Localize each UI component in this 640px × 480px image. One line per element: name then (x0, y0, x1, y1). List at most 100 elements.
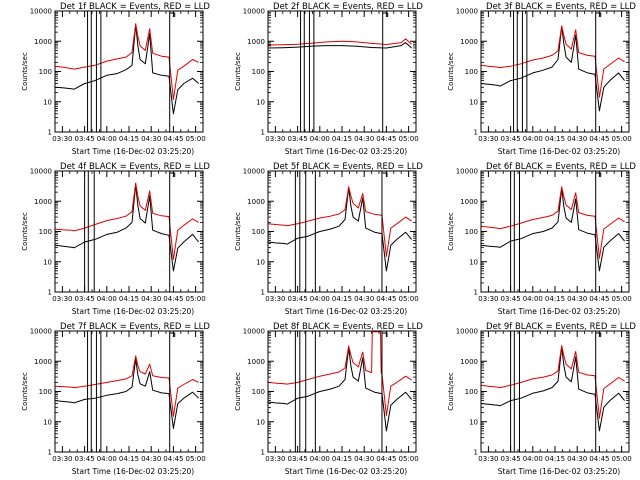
detector-panel: Det 9f BLACK = Events, RED = LLD Counts/s… (426, 320, 638, 478)
y-tick-label: 10 (43, 418, 52, 426)
x-tick-label: 04:00 (97, 135, 117, 143)
y-axis-label: Counts/sec (447, 52, 455, 91)
x-tick-label: 04:30 (354, 295, 374, 303)
y-tick-label: 10000 (30, 168, 52, 176)
y-tick-label: 100 (252, 68, 265, 76)
plot-frame (54, 170, 204, 293)
bracket-mark (169, 12, 176, 17)
y-tick-label: 100 (465, 68, 478, 76)
x-tick-label: 05:00 (612, 295, 632, 303)
y-tick-label: 1000 (34, 38, 52, 46)
panel-title: Det 5f BLACK = Events, RED = LLD (273, 162, 423, 172)
y-tick-label: 1 (474, 289, 478, 297)
x-tick-label: 04:15 (545, 135, 565, 143)
plot-frame (267, 330, 417, 453)
x-tick-label: 03:30 (52, 455, 72, 463)
y-tick-label: 1 (48, 129, 52, 137)
y-tick-label: 1 (261, 289, 265, 297)
detector-panel: Det 7f BLACK = Events, RED = LLD Counts/s… (0, 320, 212, 478)
detector-panel: Det 5f BLACK = Events, RED = LLD Counts/s… (213, 160, 425, 318)
y-tick-label: 1 (48, 449, 52, 457)
y-tick-label: 100 (252, 388, 265, 396)
y-tick-label: 10 (469, 98, 478, 106)
y-axis-label: Counts/sec (21, 52, 29, 91)
x-axis-label: Start Time (16-Dec-02 03:25:20) (72, 467, 194, 476)
y-tick-label: 1 (261, 129, 265, 137)
panel-plot: Det 6f BLACK = Events, RED = LLD Counts/s… (447, 162, 636, 316)
y-tick-label: 10000 (30, 328, 52, 336)
x-tick-label: 04:45 (163, 135, 183, 143)
x-tick-label: 04:00 (310, 455, 330, 463)
lld-series-line (480, 25, 625, 98)
y-tick-label: 10 (256, 418, 265, 426)
x-tick-label: 04:00 (97, 295, 117, 303)
y-tick-label: 10 (469, 418, 478, 426)
x-tick-label: 03:30 (478, 135, 498, 143)
x-tick-label: 04:00 (97, 455, 117, 463)
y-axis-label: Counts/sec (234, 372, 242, 411)
events-series-line (54, 24, 199, 115)
y-tick-label: 1000 (247, 38, 265, 46)
x-tick-label: 04:00 (523, 135, 543, 143)
y-tick-label: 1000 (34, 358, 52, 366)
y-axis-label: Counts/sec (21, 372, 29, 411)
x-tick-label: 05:00 (186, 135, 206, 143)
plot-frame (267, 10, 417, 133)
y-tick-label: 1 (474, 449, 478, 457)
y-tick-label: 100 (252, 228, 265, 236)
bracket-mark (382, 12, 389, 17)
events-series-line (267, 42, 412, 49)
y-tick-label: 100 (39, 68, 52, 76)
x-tick-label: 04:45 (163, 455, 183, 463)
x-tick-label: 04:45 (163, 295, 183, 303)
x-tick-label: 03:45 (288, 295, 308, 303)
x-tick-label: 03:45 (75, 455, 95, 463)
y-tick-label: 1 (474, 129, 478, 137)
x-tick-label: 04:30 (141, 455, 161, 463)
y-tick-label: 100 (465, 388, 478, 396)
y-tick-label: 10 (469, 258, 478, 266)
x-tick-label: 04:15 (119, 135, 139, 143)
y-tick-label: 10 (256, 258, 265, 266)
y-tick-label: 10000 (243, 168, 265, 176)
y-tick-label: 10000 (456, 328, 478, 336)
detector-panel: Det 4f BLACK = Events, RED = LLD Counts/s… (0, 160, 212, 318)
panel-plot: Det 9f BLACK = Events, RED = LLD Counts/s… (447, 322, 636, 476)
x-tick-label: 04:45 (589, 295, 609, 303)
plot-frame (54, 10, 204, 133)
x-tick-label: 05:00 (612, 135, 632, 143)
plot-frame (480, 170, 630, 293)
panel-plot: Det 3f BLACK = Events, RED = LLD Counts/s… (447, 2, 636, 156)
x-tick-label: 04:45 (589, 135, 609, 143)
detector-panel: Det 1f BLACK = Events, RED = LLD Counts/s… (0, 0, 212, 158)
x-axis-label: Start Time (16-Dec-02 03:25:20) (498, 467, 620, 476)
y-axis-label: Counts/sec (234, 52, 242, 91)
x-tick-label: 04:15 (332, 295, 352, 303)
events-series-line (480, 346, 625, 432)
x-tick-label: 05:00 (186, 295, 206, 303)
x-tick-label: 03:30 (265, 295, 285, 303)
y-tick-label: 1000 (460, 38, 478, 46)
x-tick-label: 04:15 (332, 135, 352, 143)
y-tick-label: 1000 (460, 198, 478, 206)
x-tick-label: 04:30 (567, 295, 587, 303)
bracket-mark (169, 332, 176, 337)
plot-frame (54, 330, 204, 453)
y-tick-label: 10000 (456, 168, 478, 176)
bracket-mark (595, 12, 602, 17)
x-tick-label: 03:45 (501, 455, 521, 463)
x-tick-label: 04:30 (354, 455, 374, 463)
x-tick-label: 04:45 (376, 295, 396, 303)
x-tick-label: 03:30 (52, 135, 72, 143)
x-tick-label: 04:30 (141, 295, 161, 303)
x-tick-label: 04:45 (376, 455, 396, 463)
y-tick-label: 10 (43, 258, 52, 266)
lld-series-line (267, 38, 412, 46)
x-tick-label: 04:30 (567, 455, 587, 463)
lld-series-line (54, 355, 199, 417)
panel-plot: Det 5f BLACK = Events, RED = LLD Counts/s… (234, 162, 423, 316)
panel-title: Det 2f BLACK = Events, RED = LLD (273, 2, 423, 12)
x-tick-label: 04:30 (141, 135, 161, 143)
lld-series-line (54, 182, 199, 260)
bracket-mark (595, 172, 602, 177)
